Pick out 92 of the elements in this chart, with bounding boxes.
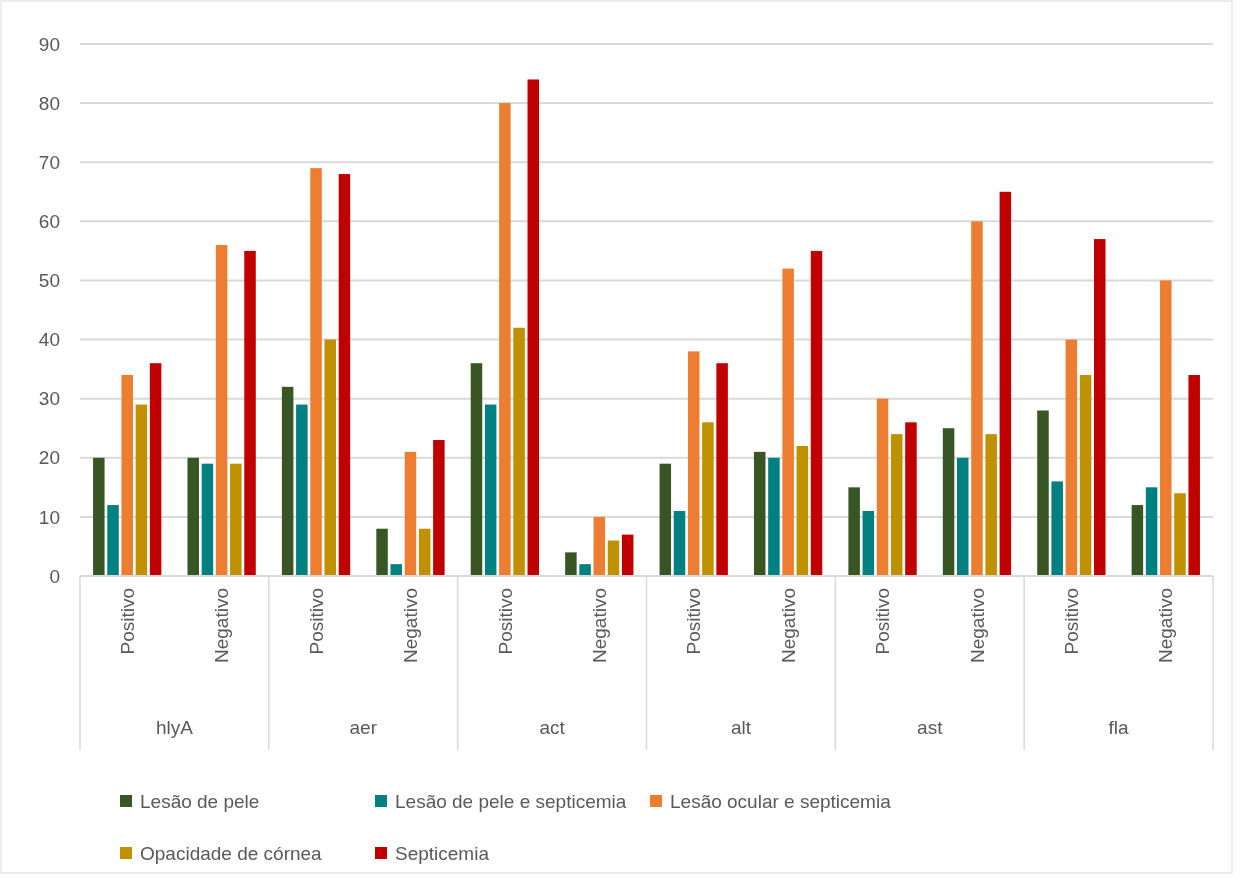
bar	[1037, 410, 1049, 576]
bar	[121, 375, 133, 576]
bar	[310, 168, 322, 576]
bar	[1174, 493, 1186, 576]
x-tick-label: Negativo	[966, 588, 988, 663]
bar	[716, 363, 728, 576]
bar	[215, 244, 228, 576]
legend-label: Lesão ocular e septicemia	[670, 790, 892, 812]
bar	[579, 564, 591, 576]
y-tick-label: 40	[38, 329, 60, 351]
bar	[593, 516, 606, 576]
bar	[1131, 505, 1144, 576]
bar	[418, 528, 431, 576]
x-tick-label: Negativo	[400, 588, 422, 663]
bar	[957, 457, 969, 576]
bar	[187, 457, 199, 576]
bar	[702, 422, 714, 576]
bar	[1145, 487, 1158, 576]
bar	[93, 457, 105, 576]
bar	[527, 79, 540, 576]
legend-label: Lesão de pele e septicemia	[395, 790, 627, 812]
bar	[796, 445, 809, 576]
bar	[513, 327, 525, 576]
bar	[810, 250, 823, 576]
bar	[753, 451, 766, 576]
bar	[470, 363, 483, 576]
bar	[1160, 280, 1172, 576]
y-tick-label: 70	[38, 151, 60, 173]
bar	[848, 487, 860, 576]
bar	[673, 510, 686, 576]
bar	[324, 339, 336, 576]
bar	[985, 434, 997, 576]
bar	[607, 540, 620, 576]
bar	[281, 386, 294, 576]
bar	[862, 510, 875, 576]
bar	[1094, 239, 1106, 576]
bar	[621, 534, 634, 576]
bar	[484, 404, 497, 576]
legend-label: Lesão de pele	[140, 790, 260, 812]
bar	[376, 528, 388, 576]
x-tick-label: Positivo	[1061, 588, 1083, 655]
y-tick-label: 90	[38, 33, 60, 55]
bar	[1079, 375, 1092, 576]
bar	[565, 552, 577, 576]
x-tick-label: Positivo	[305, 588, 327, 655]
text: aer	[349, 717, 378, 738]
bar	[1188, 375, 1200, 576]
bar	[244, 250, 256, 576]
bar	[768, 457, 780, 576]
text: hlyA	[155, 717, 194, 738]
text: act	[539, 717, 566, 738]
y-tick-label: 20	[38, 447, 60, 469]
x-tick-label: Positivo	[494, 588, 516, 655]
bar	[135, 404, 148, 576]
x-tick-label: Positivo	[116, 588, 138, 655]
bar	[890, 434, 903, 576]
bar	[971, 221, 983, 576]
bar	[404, 451, 417, 576]
bar	[687, 351, 700, 576]
bar	[999, 191, 1012, 576]
bar	[296, 404, 308, 576]
text: ast	[917, 717, 944, 738]
bar	[201, 463, 214, 576]
y-tick-label: 0	[49, 565, 60, 587]
x-tick-label: Positivo	[683, 588, 705, 655]
bar	[107, 505, 119, 576]
bar	[905, 422, 917, 576]
y-tick-label: 10	[38, 506, 60, 528]
bar	[942, 428, 955, 576]
bar	[1065, 339, 1078, 576]
text: fla	[1108, 717, 1130, 738]
bar	[782, 268, 794, 576]
bar	[149, 363, 162, 576]
x-tick-label: Negativo	[588, 588, 610, 663]
y-tick-label: 50	[38, 270, 60, 292]
bar	[338, 174, 351, 576]
y-tick-label: 80	[38, 92, 60, 114]
bar	[659, 463, 672, 576]
legend-label: Septicemia	[395, 842, 490, 864]
legend-label: Opacidade de córnea	[140, 842, 323, 864]
y-tick-label: 60	[38, 210, 60, 232]
bar	[499, 103, 511, 576]
x-tick-label: Negativo	[1155, 588, 1177, 663]
bar	[1051, 481, 1063, 576]
x-tick-label: Negativo	[211, 588, 233, 663]
x-tick-label: Positivo	[872, 588, 894, 655]
bar	[230, 463, 242, 576]
text: alt	[730, 717, 752, 738]
bar	[433, 440, 445, 576]
x-tick-label: Negativo	[777, 588, 799, 663]
bar	[876, 398, 889, 576]
y-tick-label: 30	[38, 388, 60, 410]
